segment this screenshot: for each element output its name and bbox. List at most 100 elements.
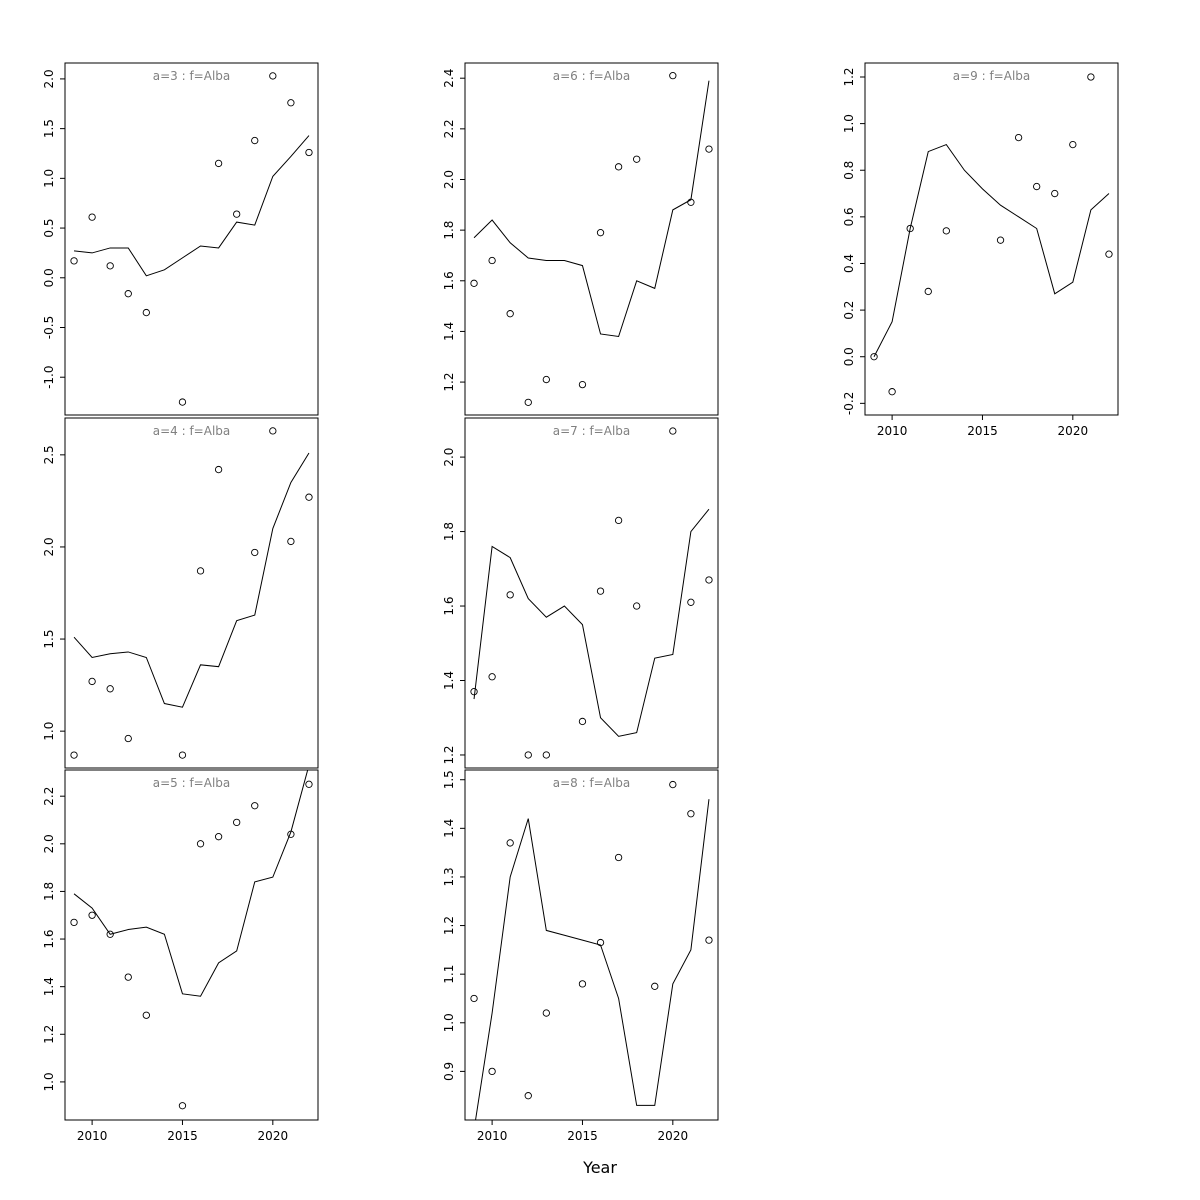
y-tick-label: 1.8 [442, 221, 456, 240]
x-tick-label: 2010 [77, 1129, 108, 1143]
data-point [651, 982, 659, 990]
data-point [88, 213, 96, 221]
data-point [251, 548, 259, 557]
data-point [906, 224, 914, 233]
data-point [106, 930, 114, 938]
y-tick-label: 1.6 [442, 596, 456, 615]
panel-box [464, 62, 719, 416]
fitted-line [473, 80, 710, 338]
data-point [287, 830, 295, 838]
y-tick-label: 1.6 [442, 271, 456, 290]
y-tick-label: 1.4 [442, 322, 456, 341]
panel-box [464, 417, 719, 769]
data-point [614, 853, 623, 862]
data-point [524, 398, 532, 406]
fitted-line [473, 508, 710, 737]
data-point [1105, 250, 1113, 258]
data-point [470, 994, 478, 1003]
data-point [542, 1009, 550, 1017]
y-tick-label: 1.2 [842, 67, 856, 86]
data-point [614, 163, 623, 171]
y-tick-label: 0.8 [842, 161, 856, 180]
data-point [142, 308, 150, 317]
data-point [687, 598, 695, 606]
y-tick-label: 2.0 [42, 834, 56, 853]
data-point [488, 256, 496, 265]
data-point [506, 310, 514, 318]
data-point [70, 751, 78, 759]
data-point [633, 602, 641, 610]
y-tick-label: 1.5 [442, 770, 456, 789]
data-point [669, 72, 677, 80]
data-point [870, 353, 878, 361]
fitted-line [73, 770, 309, 997]
x-tick-label: 2010 [877, 424, 908, 438]
y-tick-label: 1.4 [442, 819, 456, 838]
data-point [124, 734, 132, 743]
panel-title: a=3 : f=Alba [153, 69, 231, 83]
panel-a7-plot: 1.2 1.4 1.6 1.8 2.0 a=7 : f=Alba [442, 417, 719, 769]
data-point [705, 936, 713, 944]
panel-a9: -0.2 0.0 0.2 0.4 0.6 0.8 1.0 1.2 2010 2015 2020 a=9… [810, 61, 1130, 465]
data-point [142, 1011, 150, 1019]
y-tick-label: 2.2 [42, 787, 56, 806]
y-tick-label: 2.5 [42, 445, 56, 464]
fitted-line [73, 452, 310, 708]
panel-box [64, 769, 319, 1121]
panel-a5: 1.0 1.2 1.4 1.6 1.8 2.0 2.2 2010 2015 2020 a=5 : f… [10, 768, 330, 1172]
data-point [88, 677, 96, 686]
panel-box [864, 62, 1119, 416]
data-point [705, 576, 713, 584]
data-point [578, 380, 587, 389]
data-point [196, 567, 205, 575]
data-point [214, 465, 223, 474]
panel-a6: 1.2 1.4 1.6 1.8 2.0 2.2 2.4 a=6 : f=Alba [410, 61, 730, 427]
data-point [287, 99, 295, 107]
data-point [70, 257, 78, 265]
data-point [524, 751, 532, 759]
y-tick-label: 1.0 [842, 114, 856, 133]
data-point [233, 818, 241, 827]
panel-a3-plot: -1.0 -0.5 0.0 0.5 1.0 1.5 2.0 a=3 : f=Alba [42, 62, 319, 416]
data-point [488, 673, 496, 681]
y-tick-label: 1.0 [42, 722, 56, 741]
data-point [1033, 182, 1041, 191]
fitted-line [475, 799, 710, 1120]
x-tick-label: 2020 [658, 1129, 689, 1143]
data-point [470, 279, 478, 287]
y-tick-label: 1.2 [442, 745, 456, 764]
data-point [251, 802, 259, 810]
data-point [633, 155, 641, 163]
data-point [506, 591, 514, 599]
panel-title: a=7 : f=Alba [553, 424, 631, 438]
x-tick-label: 2010 [477, 1129, 508, 1143]
data-point [178, 751, 187, 759]
data-point [1014, 133, 1023, 142]
x-axis-title: Year [583, 1158, 617, 1177]
data-point [106, 262, 114, 270]
data-point [305, 148, 313, 157]
data-point [269, 427, 277, 435]
y-tick-label: 2.0 [442, 170, 456, 189]
panel-box [64, 417, 319, 769]
y-tick-label: 1.2 [442, 373, 456, 392]
panel-title: a=4 : f=Alba [153, 424, 231, 438]
y-tick-label: 0.0 [842, 347, 856, 366]
x-tick-label: 2020 [258, 1129, 289, 1143]
data-point [251, 136, 259, 145]
y-tick-label: 1.2 [42, 1025, 56, 1044]
x-tick-label: 2015 [167, 1129, 198, 1143]
data-point [88, 911, 96, 919]
data-point [996, 236, 1005, 244]
data-point [196, 840, 205, 848]
data-point [178, 398, 187, 406]
data-point [542, 751, 550, 759]
x-tick-label: 2015 [567, 1129, 598, 1143]
data-point [524, 1092, 532, 1100]
data-point [305, 493, 313, 501]
data-point [578, 980, 587, 988]
data-point [614, 516, 623, 525]
data-point [214, 159, 223, 168]
data-point [233, 210, 241, 218]
y-tick-label: 2.0 [442, 448, 456, 467]
